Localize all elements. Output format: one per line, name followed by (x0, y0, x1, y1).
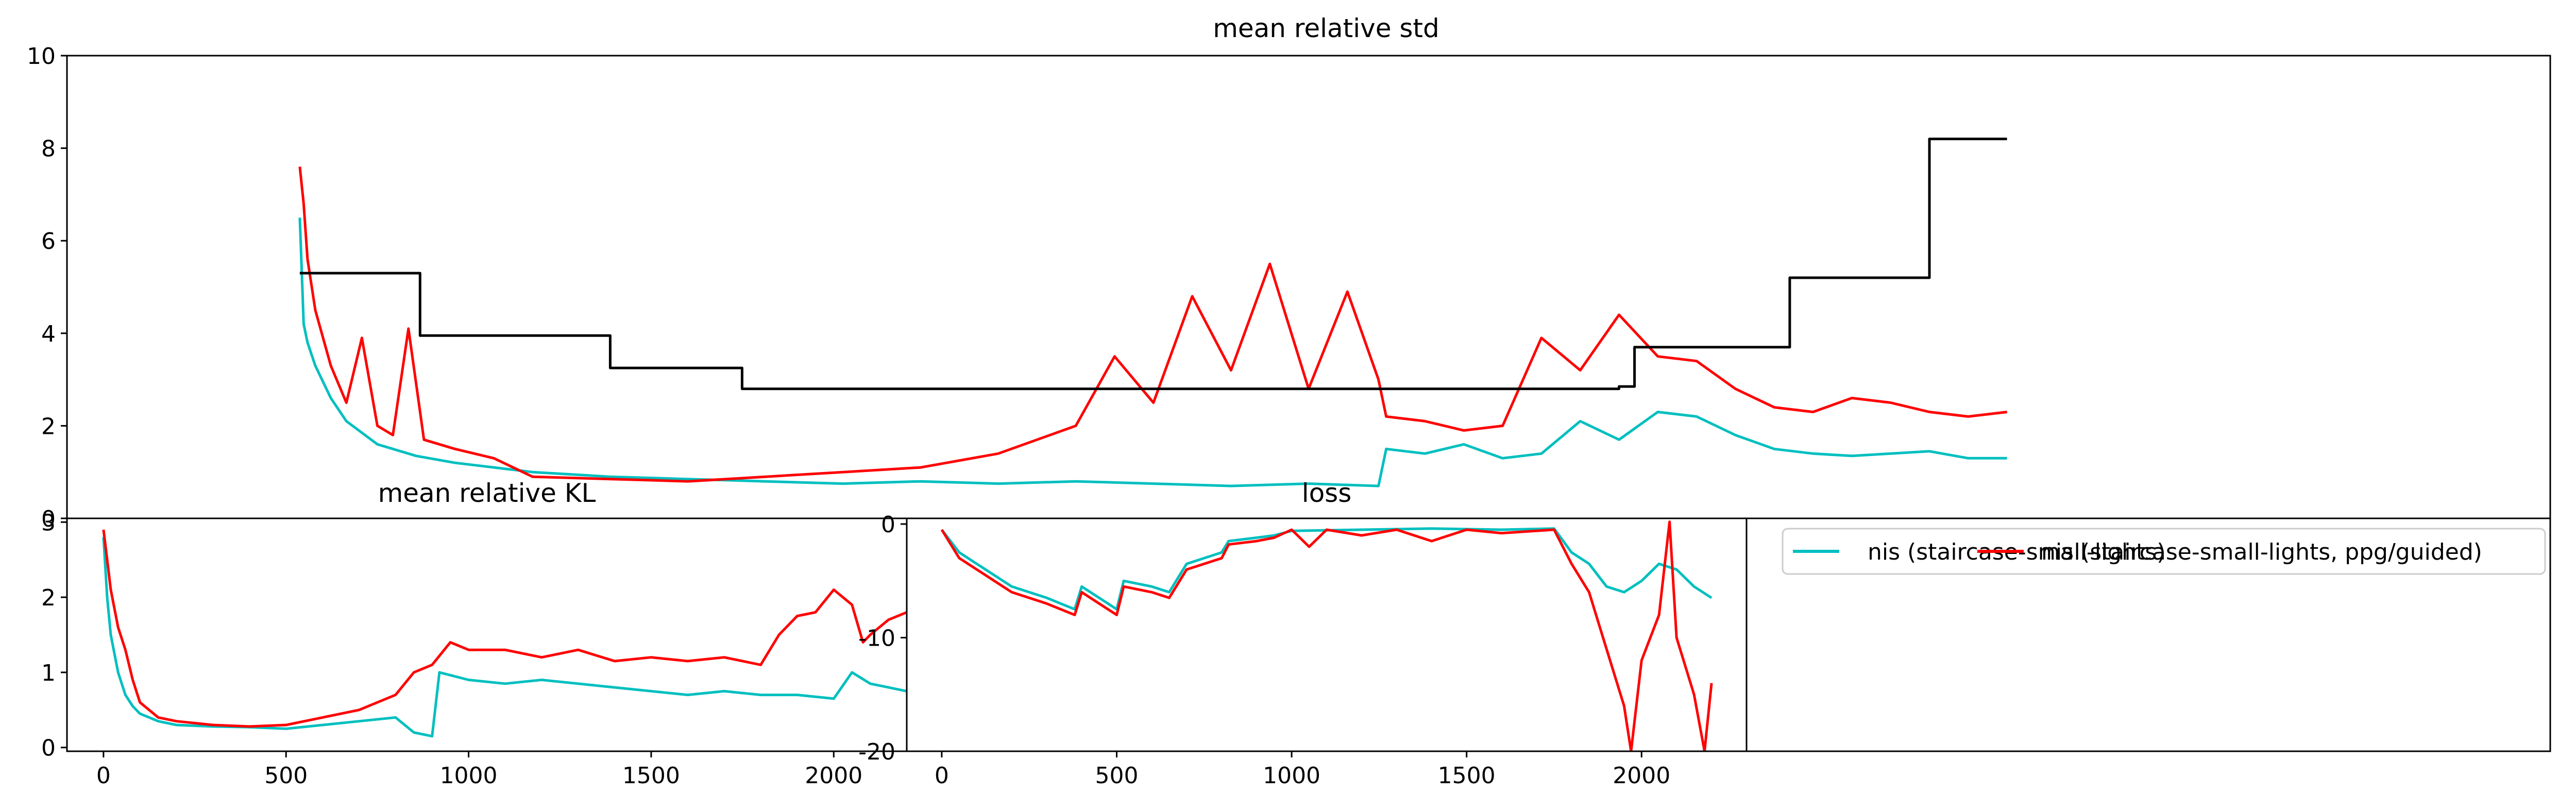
step-series-line (299, 138, 2007, 391)
x-tick-label: 0 (96, 763, 111, 789)
x-tick-label: 1500 (622, 763, 680, 789)
nis-staircase-small-lights--line (102, 537, 907, 738)
x-tick-label: 500 (1095, 763, 1139, 789)
y-tick-label: -10 (858, 626, 895, 652)
y-tick-label: 0 (41, 506, 56, 532)
nis-staircase-small-lights--line (940, 527, 1713, 611)
x-tick-label: 1000 (440, 763, 498, 789)
y-tick-label: 4 (41, 321, 56, 347)
y-tick-label: 2 (41, 585, 56, 611)
y-tick-label: 8 (41, 136, 56, 162)
y-tick-label: -20 (858, 739, 895, 765)
x-tick-label: 1000 (1263, 763, 1320, 789)
kl-y-ticks: 0 1 2 3 (41, 510, 67, 762)
std-y-ticks: 0 2 4 6 8 10 (27, 43, 67, 532)
legend-axes-frame (1745, 517, 2551, 752)
legend-box (1782, 528, 2546, 575)
y-tick-label: 10 (27, 43, 56, 70)
y-tick-label: 0 (881, 512, 895, 538)
y-tick-label: 0 (41, 735, 56, 762)
x-tick-label: 1500 (1438, 763, 1496, 789)
std-title: mean relative std (1213, 13, 1439, 43)
loss-plot-area (940, 520, 1713, 751)
y-tick-label: 3 (41, 510, 56, 536)
kl-title: mean relative KL (378, 478, 596, 508)
legend-panel: nis (staircase-small-lights) nis (stairc… (1745, 517, 2551, 752)
y-tick-label: 1 (41, 660, 56, 686)
x-tick-label: 500 (264, 763, 308, 789)
kl-plot-area (102, 529, 907, 738)
x-tick-label: 2000 (1613, 763, 1670, 789)
x-tick-label: 2000 (805, 763, 862, 789)
std-panel: mean relative std 0 2 4 6 8 10 (27, 13, 2551, 532)
nis-staircase-small-lights-ppg-guided--line (298, 166, 2007, 483)
nis-staircase-small-lights-ppg-guided--line (102, 529, 907, 728)
kl-x-ticks: 0 500 1000 1500 2000 (96, 751, 862, 789)
x-tick-label: 0 (935, 763, 949, 789)
legend-label-red: nis (staircase-small-lights, ppg/guided) (2041, 539, 2482, 565)
std-plot-area (298, 138, 2007, 487)
loss-title: loss (1302, 478, 1352, 508)
y-tick-label: 2 (41, 413, 56, 440)
nis-staircase-small-lights--line (298, 217, 2007, 487)
loss-x-ticks: 0 500 1000 1500 2000 (935, 751, 1670, 789)
y-tick-label: 6 (41, 228, 56, 255)
loss-panel: loss 0 -10 -20 0 500 1000 1500 2000 (858, 478, 1748, 789)
loss-y-ticks: 0 -10 -20 (858, 512, 907, 765)
nis-staircase-small-lights-ppg-guided--line (940, 520, 1713, 751)
kl-panel: mean relative KL 0 1 2 3 0 500 1000 1500 2000 (41, 478, 908, 789)
